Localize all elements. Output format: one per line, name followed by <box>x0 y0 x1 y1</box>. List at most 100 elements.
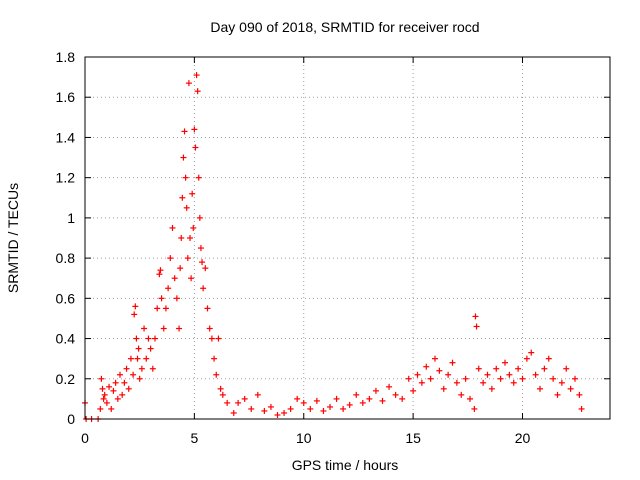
data-point <box>157 267 164 274</box>
y-tick-label: 0.2 <box>56 371 76 387</box>
data-point <box>206 325 213 332</box>
data-point <box>471 405 478 412</box>
data-point <box>183 204 190 211</box>
data-point <box>379 397 386 404</box>
data-point <box>440 385 447 392</box>
data-point <box>432 355 438 362</box>
y-tick-label: 0 <box>67 411 75 427</box>
data-point <box>458 391 465 398</box>
data-point <box>136 375 143 382</box>
data-point <box>143 355 150 362</box>
data-point <box>195 174 202 181</box>
data-point <box>193 72 200 79</box>
data-point <box>235 399 242 406</box>
data-point <box>519 375 526 382</box>
data-point <box>224 399 231 406</box>
data-point <box>462 375 469 382</box>
data-point <box>132 303 139 310</box>
x-tick-label: 5 <box>190 430 198 446</box>
data-point <box>156 271 163 278</box>
data-point <box>133 335 140 342</box>
data-point <box>541 365 548 372</box>
data-point <box>171 275 178 282</box>
data-point <box>99 385 106 392</box>
data-point <box>219 391 226 398</box>
data-point <box>554 391 561 398</box>
data-point <box>197 245 204 252</box>
data-point <box>550 375 557 382</box>
data-point <box>353 391 360 398</box>
data-point <box>274 411 281 418</box>
data-point <box>427 375 434 382</box>
y-tick-label: 1.6 <box>56 89 76 105</box>
data-point <box>414 371 421 378</box>
data-point <box>160 325 167 332</box>
data-point <box>502 359 508 366</box>
data-point <box>563 365 570 372</box>
data-point <box>545 355 552 362</box>
data-point <box>346 401 353 408</box>
data-point <box>241 395 248 402</box>
data-point <box>453 379 460 386</box>
data-point <box>472 313 479 320</box>
x-tick-label: 15 <box>405 430 421 446</box>
data-point <box>176 325 183 332</box>
data-point <box>192 144 199 151</box>
data-point <box>178 235 185 241</box>
grid-lines <box>85 57 610 419</box>
data-point <box>191 126 198 133</box>
data-point <box>200 285 207 292</box>
data-point <box>475 365 482 372</box>
data-point <box>190 224 197 231</box>
data-point <box>281 409 288 416</box>
y-axis-tick-labels: 0 0.2 0.4 0.6 0.8 1 1.2 1.4 1.6 1.8 <box>56 49 76 427</box>
data-point <box>100 395 107 402</box>
data-point <box>196 214 203 221</box>
y-tick-label: 1.8 <box>56 49 76 65</box>
data-point <box>523 355 530 362</box>
chart-title: Day 090 of 2018, SRMTID for receiver roc… <box>210 19 479 35</box>
data-point <box>149 365 156 372</box>
data-point <box>97 405 104 412</box>
data-point <box>106 383 113 390</box>
data-point <box>194 88 201 95</box>
data-point <box>131 311 138 318</box>
data-point <box>182 174 189 181</box>
data-point <box>187 235 193 241</box>
data-point <box>138 365 145 372</box>
data-point <box>493 365 500 372</box>
data-point <box>480 379 487 386</box>
data-point <box>98 375 105 382</box>
data-point <box>213 371 220 378</box>
axis-ticks <box>84 56 610 420</box>
data-point <box>300 399 307 406</box>
y-tick-label: 0.8 <box>56 250 76 266</box>
data-point <box>154 305 161 312</box>
data-point <box>418 379 425 386</box>
data-point <box>572 375 578 382</box>
y-tick-label: 1.2 <box>56 170 76 186</box>
data-point <box>119 391 126 398</box>
data-point <box>467 395 473 402</box>
data-point <box>147 345 154 352</box>
data-point <box>327 403 333 410</box>
data-point <box>386 383 393 390</box>
data-point <box>372 387 379 394</box>
data-point <box>537 385 543 392</box>
data-point <box>125 385 132 392</box>
data-point <box>165 285 172 292</box>
data-point <box>294 395 301 402</box>
data-point <box>152 335 158 342</box>
data-point <box>532 371 539 378</box>
y-tick-label: 1 <box>67 210 75 226</box>
data-point <box>449 359 456 366</box>
data-point <box>181 128 188 135</box>
data-point <box>173 295 180 302</box>
data-point <box>484 371 491 378</box>
data-point <box>558 379 565 386</box>
data-point <box>333 395 340 402</box>
data-point <box>267 403 274 410</box>
data-point <box>307 405 314 412</box>
data-point <box>199 259 206 266</box>
data-point <box>123 365 130 372</box>
